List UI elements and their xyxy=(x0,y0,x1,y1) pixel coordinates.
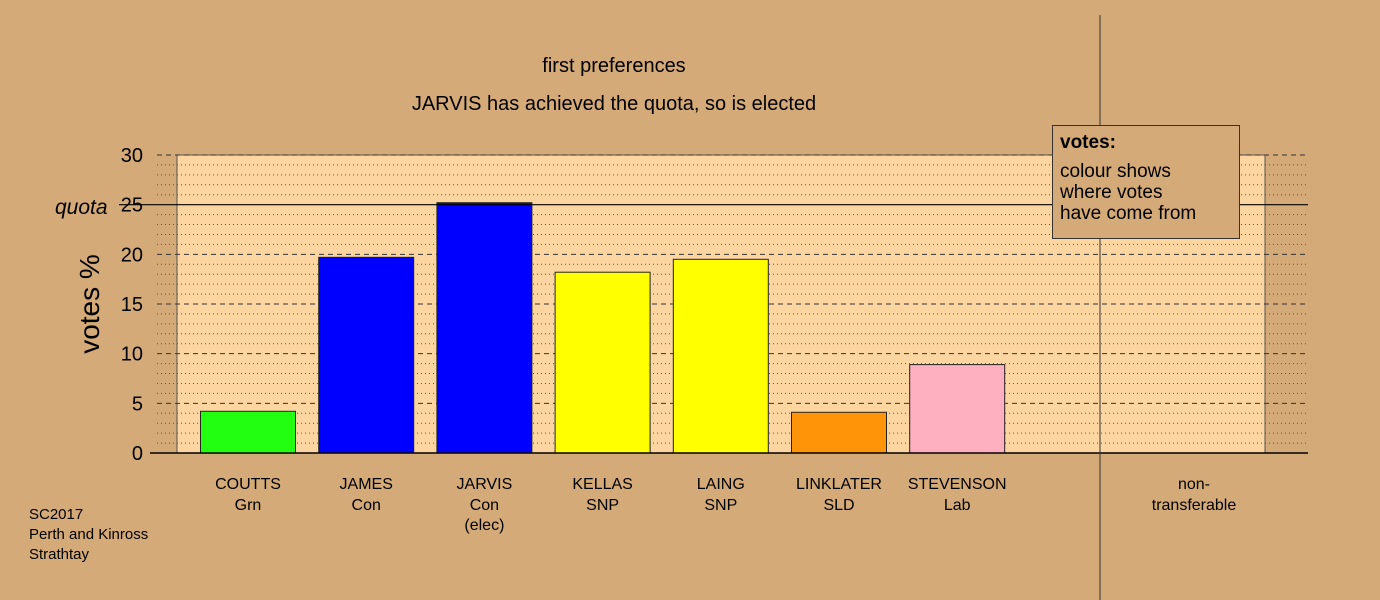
y-tick-label: 30 xyxy=(121,145,143,167)
x-tick-label-party: SLD xyxy=(823,497,854,514)
x-tick-label-party: Grn xyxy=(235,497,262,514)
x-tick-label-name: STEVENSON xyxy=(908,476,1007,493)
legend-line: have come from xyxy=(1060,203,1197,224)
y-axis-label: votes % xyxy=(74,254,105,354)
x-tick-label-name: LAING xyxy=(697,476,745,493)
x-tick-label-party: Con xyxy=(470,497,499,514)
x-tick-label-name: LINKLATER xyxy=(796,476,882,493)
x-tick-label-name: JAMES xyxy=(340,476,393,493)
legend-title: votes: xyxy=(1060,132,1116,153)
bar-jarvis xyxy=(436,202,533,454)
x-tick-label-nontransferable: non- xyxy=(1178,476,1210,493)
legend: votes: colour shows where votes have com… xyxy=(1052,125,1240,239)
footer: SC2017 Perth and Kinross Strathtay xyxy=(29,505,148,565)
y-tick-label: 5 xyxy=(132,393,143,415)
y-tick-label: 25 xyxy=(121,195,143,217)
bar-kellas xyxy=(554,271,651,454)
x-tick-label-party: SNP xyxy=(586,497,619,514)
axes: COUTTS Grn JAMES Con JARVIS Con (elec) KELLAS SN… xyxy=(119,15,1308,600)
y-tick-label: 15 xyxy=(121,294,143,316)
x-tick-label-name: JARVIS xyxy=(457,476,513,493)
chart-subtitle: JARVIS has achieved the quota, so is ele… xyxy=(412,93,816,115)
bar-coutts xyxy=(200,410,296,454)
y-tick-label: 10 xyxy=(121,344,143,366)
x-tick-label-name: COUTTS xyxy=(215,476,281,493)
ward-name: Strathtay xyxy=(29,546,90,563)
chart-title: first preferences xyxy=(542,55,685,77)
y-tick-label: 20 xyxy=(121,244,143,266)
x-tick-label-party: SNP xyxy=(704,497,737,514)
legend-line: colour shows xyxy=(1060,161,1171,182)
election-id: SC2017 xyxy=(29,506,84,523)
legend-line: where votes xyxy=(1060,182,1163,203)
x-tick-label-party: Lab xyxy=(944,497,971,514)
y-tick-label: 0 xyxy=(132,443,143,465)
x-tick-label-nontransferable: transferable xyxy=(1152,497,1237,514)
x-tick-label-note: (elec) xyxy=(464,517,504,534)
council-name: Perth and Kinross xyxy=(29,526,149,543)
x-tick-label-party: Con xyxy=(352,497,381,514)
bar-laing xyxy=(672,258,769,454)
quota-label: quota xyxy=(55,196,108,219)
bar-james xyxy=(318,256,415,454)
bars xyxy=(200,202,1006,454)
bar-linklater xyxy=(791,411,887,454)
x-tick-label-name: KELLAS xyxy=(572,476,632,493)
bar-stevenson xyxy=(909,364,1006,454)
